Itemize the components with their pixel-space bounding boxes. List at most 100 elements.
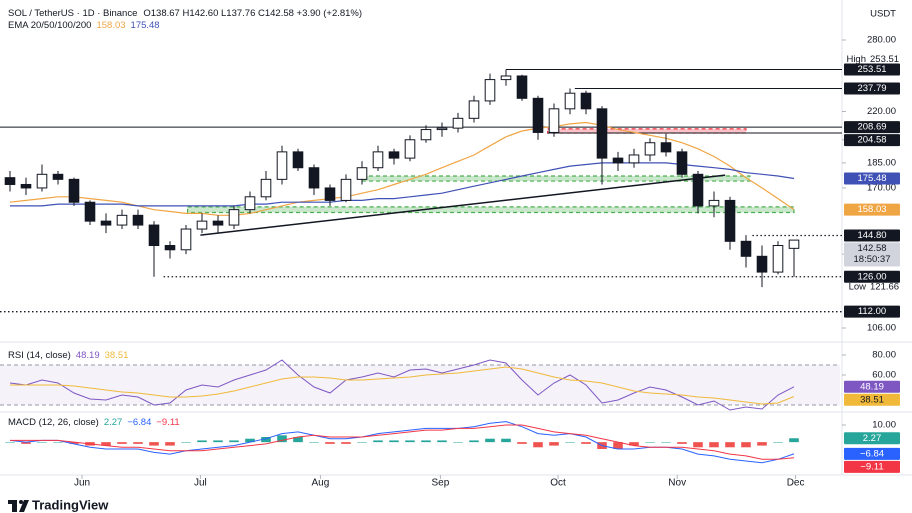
candle-body: [644, 142, 656, 156]
histogram-bar: [725, 442, 735, 448]
x-tick-label: Aug: [312, 478, 330, 489]
candle-body: [724, 199, 736, 242]
histogram-bar: [421, 440, 431, 443]
histogram-bar: [261, 437, 271, 443]
histogram-bar: [37, 442, 47, 443]
price-label: 38.51: [860, 394, 884, 405]
histogram-bar: [533, 442, 543, 448]
rsi-value: 38.51: [105, 350, 129, 361]
price-label: 126.00: [857, 271, 886, 282]
price-label-box: [844, 305, 900, 318]
rsi-line: [9, 359, 795, 411]
histogram-bar: [645, 442, 655, 443]
candle-body: [68, 178, 80, 203]
histogram-bar: [709, 442, 719, 448]
zone: [187, 206, 795, 214]
candle-body: [244, 196, 256, 211]
candle-body: [148, 224, 160, 247]
price-label: 175.48: [857, 173, 886, 184]
candle-body: [420, 129, 432, 141]
histogram-bar: [197, 440, 207, 443]
histogram-bar: [117, 442, 127, 444]
indicator-value: 158.03: [96, 20, 125, 31]
candle-body: [788, 239, 800, 249]
histogram-bar: [549, 442, 559, 446]
histogram-bar: [773, 442, 783, 443]
macd-value: −6.84: [127, 417, 151, 428]
histogram-bar: [325, 442, 335, 444]
candle-body: [4, 177, 16, 185]
macd-value: 2.27: [104, 417, 123, 428]
histogram-bar: [789, 438, 799, 443]
candle-body: [180, 228, 192, 251]
price-label-box: [844, 229, 900, 242]
macd-line: [10, 424, 795, 460]
indicator-legend: EMA 20/50/100/200 158.03 175.48: [8, 20, 160, 31]
price-label-box: [844, 380, 900, 393]
candle-body: [468, 100, 480, 119]
price-label-box: [844, 134, 900, 147]
candle-body: [436, 127, 448, 131]
zone: [361, 175, 751, 182]
symbol-title: SOL / TetherUS · 1D · Binance: [8, 8, 137, 19]
price-label: 2.27: [863, 433, 882, 444]
price-label: 142.58: [857, 243, 886, 254]
y-tick-label: 10.00: [872, 420, 896, 431]
low-value: 121.66: [870, 282, 899, 293]
ema-line: [9, 121, 795, 216]
x-tick-label: Oct: [550, 478, 566, 489]
price-label: 253.51: [857, 64, 886, 75]
histogram-bar: [229, 440, 239, 443]
histogram-bar: [69, 442, 79, 444]
candle-body: [516, 75, 528, 99]
histogram-bar: [53, 442, 63, 443]
histogram-bar: [133, 442, 143, 444]
histogram-bar: [677, 442, 687, 444]
price-label-box: [844, 63, 900, 76]
price-label: −6.84: [860, 448, 884, 459]
candle-body: [484, 79, 496, 102]
branding: TradingView: [32, 497, 109, 512]
candle-body: [500, 75, 512, 81]
price-label-box: [844, 270, 900, 283]
candle-body: [260, 178, 272, 198]
price-label-box: [844, 121, 900, 134]
candle-body: [116, 214, 128, 226]
macd-title: MACD (12, 26, close): [8, 417, 99, 428]
price-label: 237.79: [857, 83, 886, 94]
zone: [546, 128, 747, 134]
price-label-box: [844, 203, 900, 216]
histogram-bar: [181, 442, 191, 443]
histogram-bar: [149, 442, 159, 446]
price-label: 48.19: [860, 381, 884, 392]
ema-line: [10, 162, 795, 207]
candle-body: [708, 199, 720, 207]
trendline: [200, 174, 726, 236]
candle-body: [660, 142, 672, 153]
histogram-bar: [613, 442, 623, 449]
histogram-bar: [517, 442, 527, 444]
y-tick-label: 280.00: [867, 35, 896, 46]
histogram-bar: [565, 442, 575, 443]
candle-body: [324, 187, 336, 201]
macd-legend: MACD (12, 26, close) 2.27 −6.84 −9.11: [8, 417, 180, 428]
rsi-value: 48.19: [76, 350, 100, 361]
candle-body: [372, 151, 384, 169]
histogram-bar: [629, 442, 639, 446]
macd-value: −9.11: [156, 417, 179, 428]
candle-body: [276, 151, 288, 180]
y-tick-label: 220.00: [867, 106, 896, 117]
candle-body: [164, 245, 176, 251]
y-tick-label: 106.00: [867, 323, 896, 334]
y-tick-label: 60.00: [872, 370, 896, 381]
candle-body: [228, 209, 240, 226]
histogram-bar: [501, 438, 511, 443]
y-tick-label: 80.00: [872, 350, 896, 361]
price-label: 158.03: [857, 204, 886, 215]
candle-body: [132, 214, 144, 226]
histogram-bar: [21, 442, 31, 444]
histogram-bar: [165, 442, 175, 446]
price-label-box: [844, 242, 900, 267]
x-tick-label: Nov: [668, 478, 686, 489]
currency: USDT: [870, 9, 896, 20]
